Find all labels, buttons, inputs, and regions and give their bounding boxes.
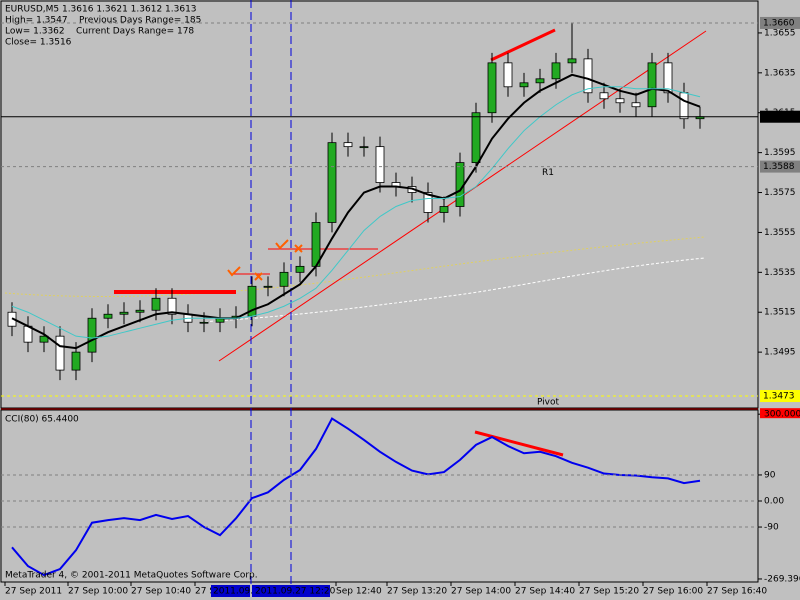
candle-body [151, 297, 161, 311]
divergence-cci [474, 430, 564, 457]
x-tick-label: 27 Sep 16:40 [707, 587, 767, 597]
y-tick-label: 1.3535 [764, 268, 796, 278]
y-tick-label: 1.3655 [764, 28, 796, 38]
candle-body [119, 311, 129, 315]
cci-title: CCI(80) 65.4400 [5, 415, 79, 425]
x-tick-label: 27 Sep 16:00 [643, 587, 703, 597]
candle-body [503, 62, 513, 88]
candle-body [471, 112, 481, 164]
price-label-box [760, 110, 800, 123]
x-tick-label: 27 Sep 10:00 [68, 587, 128, 597]
price-label: 1.3613 [763, 112, 795, 122]
candle-body [39, 335, 49, 343]
candle-body [519, 82, 529, 88]
candle-body [295, 265, 305, 273]
candle-body [583, 58, 593, 94]
cursor-label-box [211, 585, 250, 597]
check-mark [227, 266, 241, 277]
candle-body [55, 335, 65, 371]
candle-body [423, 192, 433, 213]
info-line: High= 1.3547 Previous Days Range= 185 [5, 16, 201, 26]
candle-body [343, 142, 353, 148]
cci-line [11, 417, 701, 577]
x-tick-label: 27 Sep 13:20 [387, 587, 447, 597]
price-label-box [760, 16, 800, 29]
cci-panel-frame [0, 409, 759, 583]
x-tick-label: 27 Sep 14:40 [515, 587, 575, 597]
candle-body [359, 146, 369, 149]
candle-body [279, 271, 289, 287]
x-tick-label: 27 Sep 14:00 [451, 587, 511, 597]
candle-body [71, 351, 81, 371]
candle-body [103, 313, 113, 319]
x-tick-label: Sep 12:40 [336, 587, 382, 597]
price-panel-frame [0, 0, 759, 409]
candle-body [87, 317, 97, 353]
y-tick-label: 90 [764, 470, 776, 480]
level-box [760, 408, 800, 419]
level-name: R1 [542, 168, 554, 178]
price-label: 1.3588 [763, 162, 795, 172]
y-tick-label: -90 [764, 523, 779, 533]
y-tick-label: 1.3515 [764, 308, 796, 318]
price-label-box [760, 390, 800, 403]
candle-body [551, 62, 561, 80]
x-tick-label: 27 S [195, 587, 215, 597]
candle-body [567, 58, 577, 64]
candle-body [487, 62, 497, 114]
y-tick-label: -269.396 [764, 574, 800, 584]
candle-body [679, 92, 689, 120]
price-label: 1.3660 [763, 18, 795, 28]
price-label-box [760, 160, 800, 173]
x-tick-label: 27 Sep 2011 [5, 587, 62, 597]
cursor-label: 2011.09.27 12:20 [255, 587, 336, 597]
candle-body [135, 309, 145, 313]
y-tick-label: 0.00 [764, 496, 784, 506]
cross-mark [254, 244, 303, 281]
info-line: EURUSD,M5 1.3616 1.3621 1.3612 1.3613 [5, 5, 197, 15]
x-tick-label: 27 Sep 10:40 [131, 587, 191, 597]
candle-body [167, 297, 177, 315]
y-tick-label: 1.3555 [764, 228, 796, 238]
x-tick-label: 27 Sep 15:20 [579, 587, 639, 597]
price-label: 1.3473 [763, 392, 795, 402]
candle-body [647, 62, 657, 108]
y-tick-label: 1.3575 [764, 188, 796, 198]
candle-body [631, 102, 641, 108]
candle-body [615, 98, 625, 104]
candle-body [199, 321, 209, 324]
candle-body [439, 206, 449, 213]
cursor-label-box [252, 585, 330, 597]
check-mark [275, 239, 289, 250]
y-tick-label: 1.3635 [764, 68, 796, 78]
candle-body [327, 142, 337, 223]
marks [7, 22, 705, 577]
moving-average [11, 73, 701, 350]
cursor-label: 2011.09. [213, 587, 253, 597]
candle-body [535, 78, 545, 84]
moving-average [11, 86, 701, 339]
candle-body [263, 285, 273, 288]
candle-body [375, 146, 385, 183]
divergence-price [490, 28, 556, 62]
info-line: Close= 1.3516 [5, 38, 72, 48]
candle-body [663, 62, 673, 94]
y-tick-label: 1.3495 [764, 348, 796, 358]
y-tick-label: 300.000 [764, 410, 800, 420]
level-name: Pivot [537, 398, 560, 408]
y-tick-label: 1.3595 [764, 148, 796, 158]
info-line: Low= 1.3362 Current Days Range= 178 [5, 27, 194, 37]
candle-body [599, 92, 609, 100]
info-box: EURUSD,M5 1.3616 1.3621 1.3612 1.3613 Hi… [5, 5, 201, 48]
copyright: MetaTrader 4, © 2001-2011 MetaQuotes Sof… [5, 571, 258, 581]
